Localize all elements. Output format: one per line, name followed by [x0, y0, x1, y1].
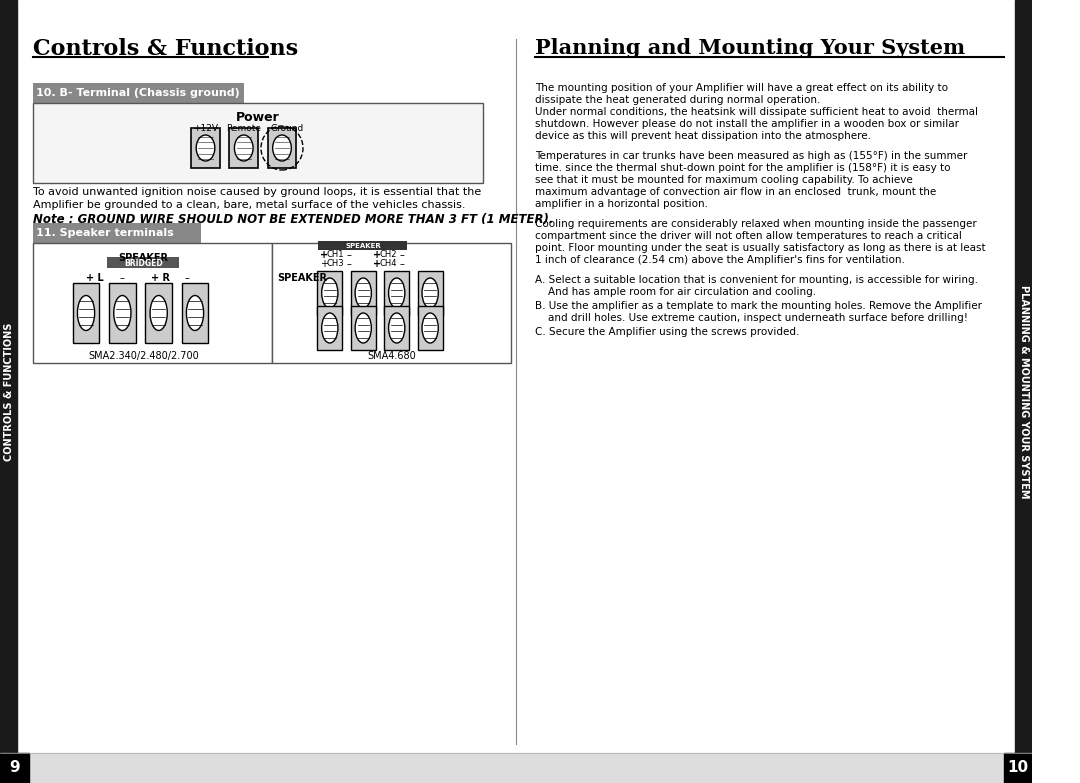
Bar — [109, 283, 136, 343]
Bar — [229, 128, 258, 168]
Ellipse shape — [272, 135, 292, 161]
Text: +: + — [321, 259, 328, 269]
Text: dissipate the heat generated during normal operation.: dissipate the heat generated during norm… — [536, 95, 821, 105]
Text: Amplifier be grounded to a clean, bare, metal surface of the vehicles chassis.: Amplifier be grounded to a clean, bare, … — [33, 200, 465, 210]
Text: 1 inch of clearance (2.54 cm) above the Amplifier's fins for ventilation.: 1 inch of clearance (2.54 cm) above the … — [536, 255, 905, 265]
Text: 9: 9 — [9, 760, 19, 775]
Text: shutdown. However please do not install the amplifier in a wooden box or similar: shutdown. However please do not install … — [536, 119, 959, 129]
Ellipse shape — [355, 278, 372, 308]
Bar — [146, 283, 172, 343]
Text: 11. Speaker terminals: 11. Speaker terminals — [37, 228, 174, 238]
Bar — [0, 753, 29, 783]
Text: +: + — [321, 250, 328, 260]
Text: C. Secure the Amplifier using the screws provided.: C. Secure the Amplifier using the screws… — [536, 327, 799, 337]
Text: SPEAKER: SPEAKER — [278, 273, 327, 283]
Text: see that it must be mounted for maximum cooling capability. To achieve: see that it must be mounted for maximum … — [536, 175, 913, 185]
Ellipse shape — [389, 278, 405, 308]
Text: SMA2.340/2.480/2.700: SMA2.340/2.480/2.700 — [87, 351, 199, 361]
FancyBboxPatch shape — [33, 223, 201, 243]
Text: 10. B- Terminal (Chassis ground): 10. B- Terminal (Chassis ground) — [37, 88, 240, 98]
Text: Planning and Mounting Your System: Planning and Mounting Your System — [536, 38, 966, 58]
Bar — [351, 271, 376, 315]
Bar — [318, 306, 342, 350]
FancyBboxPatch shape — [33, 83, 244, 103]
Text: CH2: CH2 — [379, 250, 397, 259]
Text: CH1: CH1 — [327, 250, 345, 259]
Bar — [268, 128, 296, 168]
Ellipse shape — [355, 313, 372, 343]
Ellipse shape — [422, 278, 438, 308]
Text: point. Floor mounting under the seat is usually satisfactory as long as there is: point. Floor mounting under the seat is … — [536, 243, 986, 253]
Text: maximum advantage of convection air flow in an enclosed  trunk, mount the: maximum advantage of convection air flow… — [536, 187, 936, 197]
Ellipse shape — [234, 135, 253, 161]
Text: Note : GROUND WIRE SHOULD NOT BE EXTENDED MORE THAN 3 FT (1 METER).: Note : GROUND WIRE SHOULD NOT BE EXTENDE… — [33, 213, 554, 226]
Bar — [0, 0, 17, 783]
Text: +: + — [373, 250, 381, 260]
Bar — [33, 243, 272, 363]
Bar — [318, 271, 342, 315]
Text: CH3: CH3 — [327, 259, 345, 268]
Text: Cooling requirements are considerably relaxed when mounting inside the passenger: Cooling requirements are considerably re… — [536, 219, 977, 229]
Text: –: – — [120, 273, 124, 283]
Ellipse shape — [389, 313, 405, 343]
Text: PLANNING & MOUNTING YOUR SYSTEM: PLANNING & MOUNTING YOUR SYSTEM — [1018, 285, 1029, 499]
Ellipse shape — [78, 295, 95, 330]
Ellipse shape — [197, 135, 215, 161]
Bar — [384, 271, 409, 315]
Ellipse shape — [187, 295, 204, 330]
Text: + L: + L — [86, 273, 104, 283]
Text: SMA4.680: SMA4.680 — [367, 351, 416, 361]
Text: B. Use the amplifier as a template to mark the mounting holes. Remove the Amplif: B. Use the amplifier as a template to ma… — [536, 301, 983, 311]
Bar — [384, 306, 409, 350]
Text: SPEAKER: SPEAKER — [119, 253, 168, 263]
Bar — [1003, 753, 1032, 783]
Text: The mounting position of your Amplifier will have a great effect on its ability : The mounting position of your Amplifier … — [536, 83, 948, 93]
Bar — [181, 283, 208, 343]
Bar — [418, 306, 443, 350]
Bar — [319, 241, 407, 250]
Text: And has ample room for air circulation and cooling.: And has ample room for air circulation a… — [536, 287, 816, 297]
Ellipse shape — [113, 295, 131, 330]
Ellipse shape — [422, 313, 438, 343]
Text: compartment since the driver will not often allow temperatures to reach a critic: compartment since the driver will not of… — [536, 231, 962, 241]
Bar — [1015, 0, 1032, 783]
Text: Under normal conditions, the heatsink will dissipate sufficient heat to avoid  t: Under normal conditions, the heatsink wi… — [536, 107, 978, 117]
Text: –: – — [400, 250, 404, 260]
Text: To avoid unwanted ignition noise caused by ground loops, it is essential that th: To avoid unwanted ignition noise caused … — [33, 187, 482, 197]
Text: Controls & Functions: Controls & Functions — [33, 38, 298, 60]
Text: –: – — [185, 273, 189, 283]
Text: BRIDGED: BRIDGED — [124, 258, 163, 268]
Bar — [33, 103, 483, 183]
Ellipse shape — [322, 313, 338, 343]
Bar — [191, 128, 220, 168]
Bar — [272, 243, 512, 363]
Text: Ground: Ground — [270, 124, 303, 133]
Bar — [0, 753, 1032, 783]
Ellipse shape — [150, 295, 167, 330]
Text: and drill holes. Use extreme caution, inspect underneath surface before drilling: and drill holes. Use extreme caution, in… — [536, 313, 969, 323]
Bar — [72, 283, 99, 343]
Text: SPEAKER: SPEAKER — [346, 243, 381, 249]
Text: +: + — [373, 259, 381, 269]
Bar — [418, 271, 443, 315]
Text: Power: Power — [237, 111, 280, 124]
Text: A. Select a suitable location that is convenient for mounting, is accessible for: A. Select a suitable location that is co… — [536, 275, 978, 285]
Text: device as this will prevent heat dissipation into the atmosphere.: device as this will prevent heat dissipa… — [536, 131, 872, 141]
Text: Remote: Remote — [226, 124, 261, 133]
Bar — [351, 306, 376, 350]
Ellipse shape — [322, 278, 338, 308]
Text: CH4: CH4 — [379, 259, 397, 268]
Bar — [107, 257, 179, 268]
Text: Temperatures in car trunks have been measured as high as (155°F) in the summer: Temperatures in car trunks have been mea… — [536, 151, 968, 161]
Text: + R: + R — [151, 273, 170, 283]
Text: time. since the thermal shut-down point for the amplifier is (158°F) it is easy : time. since the thermal shut-down point … — [536, 163, 950, 173]
Text: –: – — [346, 250, 351, 260]
Text: CONTROLS & FUNCTIONS: CONTROLS & FUNCTIONS — [3, 323, 14, 461]
Text: 10: 10 — [1008, 760, 1028, 775]
Text: –: – — [346, 259, 351, 269]
Text: –: – — [400, 259, 404, 269]
Text: amplifier in a horizontal position.: amplifier in a horizontal position. — [536, 199, 708, 209]
Text: +12V: +12V — [193, 124, 218, 133]
